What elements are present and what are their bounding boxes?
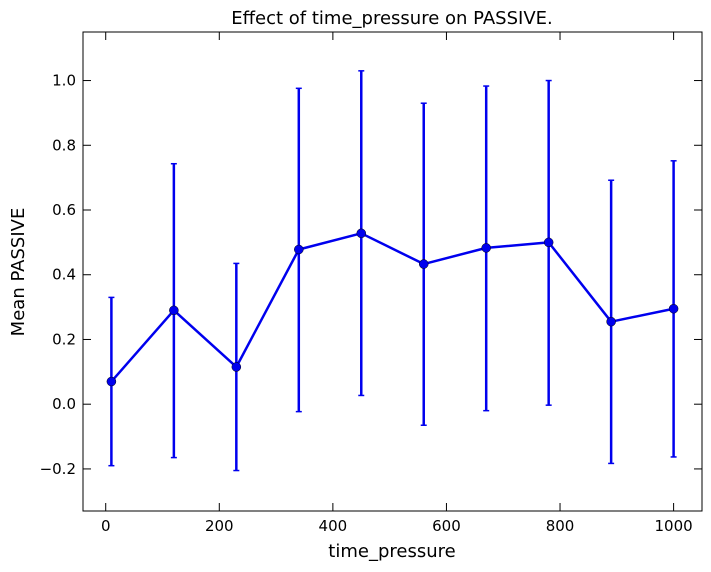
- data-point: [668, 303, 679, 314]
- series-line: [110, 232, 674, 383]
- data-point: [606, 316, 616, 327]
- y-tick-label: 0.8: [52, 136, 76, 154]
- y-tick-label: 0.4: [52, 266, 76, 284]
- plot-frame: [82, 31, 703, 512]
- x-tick-label: 800: [546, 517, 575, 535]
- data-point: [231, 362, 242, 372]
- plot-area: [106, 70, 679, 472]
- y-axis-title: Mean PASSIVE: [8, 208, 29, 337]
- y-tick-label: 0.0: [52, 395, 76, 413]
- y-tick-label: 0.6: [52, 201, 76, 219]
- data-point: [418, 259, 429, 269]
- data-point: [169, 305, 179, 316]
- x-tick-label: 400: [319, 517, 348, 535]
- y-tick-label: 0.2: [52, 330, 76, 348]
- x-tick-label: 600: [432, 517, 461, 535]
- chart-title: Effect of time_pressure on PASSIVE.: [231, 8, 552, 29]
- y-axis: −0.2 0.0 0.2 0.4 0.6 0.8 1.0: [40, 72, 702, 478]
- data-point: [356, 228, 367, 239]
- data-point: [481, 243, 491, 253]
- y-tick-label: −0.2: [40, 460, 76, 478]
- x-tick-label: 0: [101, 517, 111, 535]
- data-point: [543, 237, 554, 248]
- x-axis: 0 200 400 600 800 1000: [101, 32, 693, 535]
- x-tick-label: 1000: [655, 517, 693, 535]
- y-tick-label: 1.0: [52, 72, 76, 90]
- x-tick-label: 200: [205, 517, 234, 535]
- data-point: [106, 376, 117, 387]
- data-point: [294, 244, 304, 255]
- x-axis-title: time_pressure: [328, 541, 455, 562]
